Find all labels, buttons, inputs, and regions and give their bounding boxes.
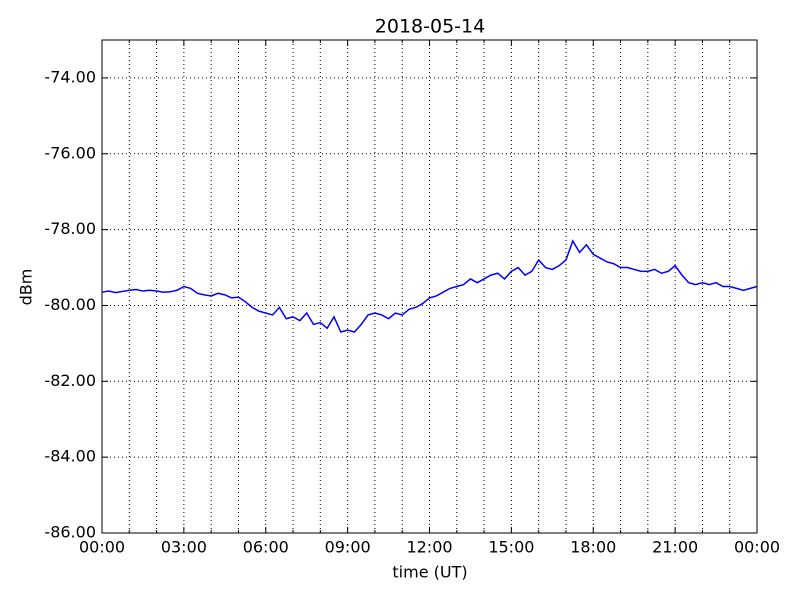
chart-title: 2018-05-14 (375, 16, 485, 38)
x-tick-label: 18:00 (570, 538, 616, 557)
x-tick-label: 21:00 (652, 538, 698, 557)
y-axis-label: dBm (17, 269, 36, 306)
x-tick-label: 00:00 (734, 538, 780, 557)
x-tick-label: 06:00 (243, 538, 289, 557)
y-tick-label: -86.00 (44, 523, 96, 542)
x-tick-label: 12:00 (406, 538, 452, 557)
y-tick-label: -84.00 (44, 447, 96, 466)
data-line (101, 239, 758, 333)
x-axis-label: time (UT) (392, 563, 467, 582)
y-tick-label: -78.00 (44, 219, 96, 238)
x-tick-label: 00:00 (79, 538, 125, 557)
y-tick-label: -76.00 (44, 143, 96, 162)
y-tick-label: -74.00 (44, 67, 96, 86)
x-tick-label: 15:00 (488, 538, 534, 557)
y-tick-label: -82.00 (44, 371, 96, 390)
plot-frame (101, 39, 758, 534)
x-tick-label: 03:00 (161, 538, 207, 557)
x-tick-label: 09:00 (325, 538, 371, 557)
y-tick-label: -80.00 (44, 295, 96, 314)
